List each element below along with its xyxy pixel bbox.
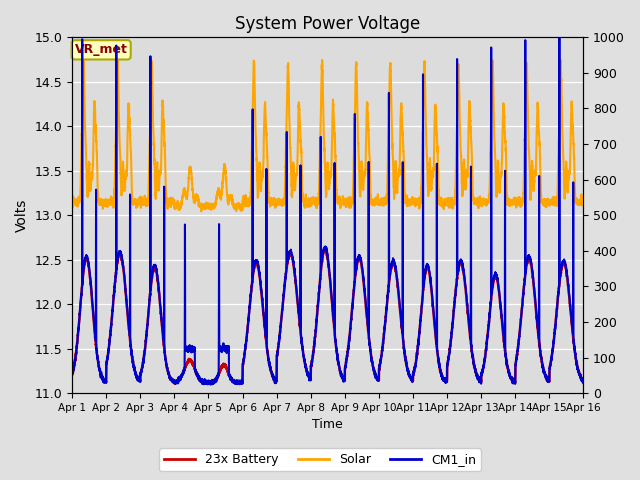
- Title: System Power Voltage: System Power Voltage: [235, 15, 420, 33]
- Text: VR_met: VR_met: [75, 43, 127, 56]
- Y-axis label: Volts: Volts: [15, 199, 29, 232]
- Legend: 23x Battery, Solar, CM1_in: 23x Battery, Solar, CM1_in: [159, 448, 481, 471]
- X-axis label: Time: Time: [312, 419, 343, 432]
